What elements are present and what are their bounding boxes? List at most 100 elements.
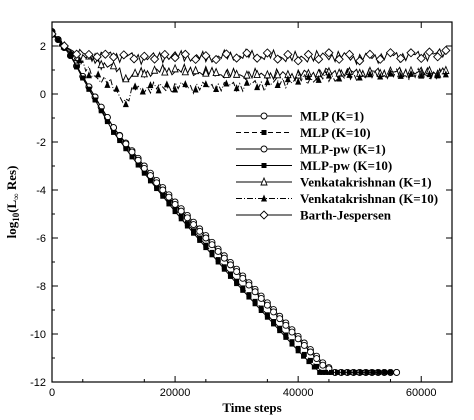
data-point — [131, 68, 139, 77]
data-point — [135, 162, 141, 168]
data-point — [289, 341, 295, 347]
data-point — [254, 83, 261, 91]
data-point — [177, 207, 185, 215]
data-point — [111, 129, 117, 135]
data-point — [311, 364, 317, 370]
series-4 — [52, 29, 393, 375]
data-point — [307, 348, 314, 356]
data-point — [119, 50, 129, 60]
y-axis-title: log10(L∞ Res) — [4, 166, 21, 239]
data-point — [396, 53, 406, 64]
data-point — [208, 241, 216, 249]
data-point — [346, 369, 352, 375]
data-point — [270, 308, 277, 316]
data-point — [153, 179, 161, 187]
data-point — [234, 281, 240, 287]
data-point — [180, 49, 190, 59]
y-axis-title-res: Res) — [4, 166, 19, 194]
legend-label: MLP (K=10) — [300, 125, 371, 140]
data-point — [84, 49, 94, 60]
data-point — [181, 66, 190, 76]
data-point — [221, 266, 227, 272]
data-point — [324, 48, 334, 58]
data-point — [123, 146, 129, 152]
data-point — [231, 53, 242, 63]
data-point — [202, 234, 210, 242]
data-point — [170, 52, 180, 63]
data-point — [104, 119, 110, 125]
data-point — [239, 274, 247, 282]
legend-item-6: Venkatakrishnan (K=10) — [236, 191, 438, 206]
data-point — [315, 75, 322, 83]
data-point — [397, 71, 404, 79]
data-point — [288, 328, 296, 336]
data-point — [104, 80, 111, 88]
data-point — [98, 108, 104, 114]
legend-item-7: Barth-Jespersen — [236, 208, 392, 223]
data-point — [257, 295, 265, 302]
data-point — [314, 54, 324, 64]
data-point — [253, 69, 261, 79]
data-point — [245, 281, 253, 289]
legend-marker — [260, 176, 268, 186]
series-6 — [52, 30, 449, 108]
data-point — [215, 259, 221, 265]
data-point — [109, 60, 118, 70]
data-point — [334, 369, 340, 375]
data-point — [356, 73, 363, 81]
data-point — [80, 75, 86, 81]
data-point — [122, 73, 130, 83]
data-point — [387, 369, 393, 375]
data-point — [95, 70, 102, 78]
data-point — [271, 321, 277, 327]
data-point — [263, 69, 272, 79]
data-point — [340, 369, 346, 375]
legend-marker — [261, 130, 267, 135]
data-point — [323, 369, 329, 375]
data-point — [86, 86, 92, 92]
data-point — [92, 97, 98, 103]
data-point — [139, 87, 146, 95]
data-point — [161, 66, 169, 76]
data-point — [100, 49, 110, 59]
y-tick-label: 2 — [40, 41, 46, 53]
data-point — [108, 52, 119, 62]
data-point — [325, 71, 332, 79]
data-point — [382, 369, 388, 375]
data-point — [370, 369, 376, 375]
legend-item-2: MLP (K=10) — [236, 125, 371, 140]
y-tick-label: -12 — [30, 377, 46, 389]
x-axis-title: Time steps — [222, 400, 281, 415]
data-point — [264, 314, 270, 320]
data-point — [191, 230, 197, 236]
data-point — [160, 193, 166, 199]
data-point — [113, 84, 120, 92]
data-point — [202, 80, 209, 88]
data-point — [252, 53, 262, 63]
data-point — [366, 70, 373, 78]
data-point — [344, 49, 355, 59]
data-point — [141, 170, 147, 176]
data-point — [184, 223, 190, 229]
data-point — [76, 55, 83, 63]
data-point — [221, 49, 231, 59]
data-point — [385, 48, 396, 58]
data-point — [52, 29, 57, 39]
data-point — [149, 54, 160, 64]
data-point — [426, 70, 433, 78]
y-tick-label: 0 — [40, 89, 46, 101]
data-point — [243, 78, 250, 86]
data-point — [209, 252, 215, 258]
data-point — [165, 193, 173, 201]
legend-marker — [261, 194, 267, 202]
data-point — [283, 334, 289, 340]
data-point — [365, 49, 375, 59]
data-point — [155, 86, 162, 94]
data-point — [74, 64, 80, 70]
data-point — [293, 56, 303, 66]
data-point — [166, 201, 172, 207]
data-point — [336, 74, 343, 82]
data-point — [418, 71, 425, 79]
data-point — [251, 288, 259, 296]
data-point — [246, 294, 252, 300]
